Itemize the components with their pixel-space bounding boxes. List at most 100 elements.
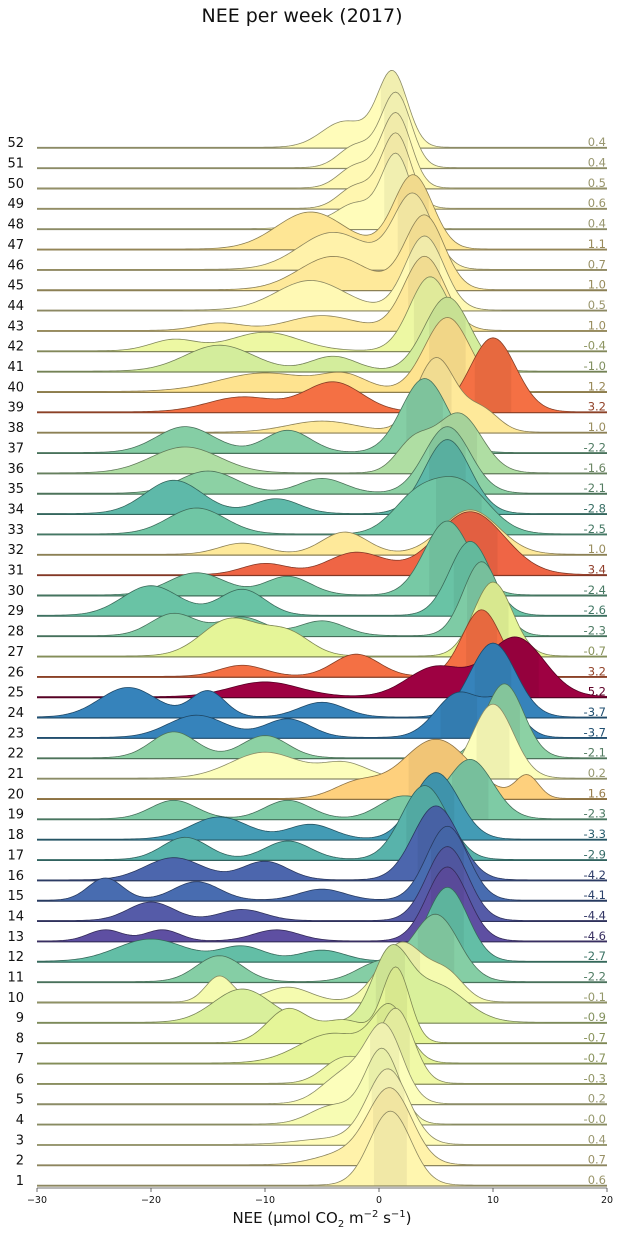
ridge-week-33: 33 -2.5 <box>7 476 607 538</box>
mean-label: -2.9 <box>584 847 606 861</box>
x-tick-label: 20 <box>601 1195 613 1206</box>
mean-label: -4.2 <box>584 868 606 882</box>
ridge-area <box>37 944 607 1024</box>
ridge-outline <box>37 214 607 291</box>
week-label: 46 <box>7 258 24 273</box>
x-tick-label: −20 <box>141 1195 161 1206</box>
week-label: 18 <box>7 828 24 843</box>
mean-label: 0.4 <box>588 217 606 231</box>
week-label: 2 <box>16 1154 24 1169</box>
ridge-area <box>37 378 607 454</box>
x-tick-label: 10 <box>487 1195 499 1206</box>
mean-label: -1.0 <box>584 359 606 373</box>
ridge-outline <box>37 174 607 250</box>
ridge-outline <box>37 235 607 311</box>
ridge-area <box>37 92 607 169</box>
week-label: 14 <box>7 909 24 924</box>
week-label: 42 <box>7 340 24 355</box>
ridge-outline <box>37 276 607 352</box>
mean-label: 0.7 <box>588 257 606 271</box>
ridge-outline <box>37 132 607 209</box>
week-label: 51 <box>7 157 24 172</box>
ridge-area <box>37 112 607 189</box>
ridge-outline <box>37 772 607 840</box>
mean-label: -2.4 <box>584 583 606 597</box>
ridge-area <box>37 785 607 861</box>
week-label: 24 <box>7 706 24 721</box>
ridge-week-1: 1 0.6 <box>16 1110 607 1189</box>
ridge-outline <box>37 738 607 799</box>
week-label: 48 <box>7 218 24 233</box>
ridge-outline <box>37 966 607 1044</box>
ridge-outline <box>37 337 607 413</box>
mean-label: 0.6 <box>588 196 606 210</box>
ridge-outline <box>37 1003 607 1064</box>
week-label: 38 <box>7 421 24 436</box>
ridge-outline <box>37 91 607 169</box>
mean-label: 0.5 <box>588 298 606 312</box>
ridge-outline <box>37 1047 607 1125</box>
ridge-outline <box>37 255 607 331</box>
mean-label: 3.2 <box>588 664 606 678</box>
mean-label: -2.8 <box>584 501 606 515</box>
ridge-outline <box>37 805 607 881</box>
ridge-outline <box>37 540 607 616</box>
mean-label: 0.6 <box>588 1173 606 1187</box>
ridge-week-9: 9 -0.9 <box>16 944 607 1026</box>
ridge-area <box>37 887 607 963</box>
ridge-area <box>37 235 607 311</box>
ridge-outline <box>37 426 607 494</box>
ridge-week-19: 19 -2.3 <box>7 758 607 823</box>
week-label: 1 <box>16 1174 24 1189</box>
week-label: 26 <box>7 665 24 680</box>
mean-label: -2.2 <box>584 440 606 454</box>
week-label: 8 <box>16 1032 24 1047</box>
ridge-week-12: 12 -2.7 <box>7 886 607 965</box>
week-label: 16 <box>7 869 24 884</box>
mean-label: -2.3 <box>584 624 606 638</box>
ridge-outline <box>36 886 607 962</box>
week-label: 50 <box>7 177 24 192</box>
ridge-area <box>37 609 607 678</box>
ridge-week-8: 8 -0.7 <box>16 966 607 1047</box>
ridge-area <box>37 966 607 1044</box>
ridge-area <box>37 1022 607 1105</box>
ridge-outline <box>37 509 607 555</box>
mean-label: 1.1 <box>588 237 606 251</box>
week-label: 45 <box>7 279 24 294</box>
ridge-outline <box>37 758 607 820</box>
week-label: 19 <box>7 808 24 823</box>
ridge-outline <box>37 1022 607 1105</box>
ridge-area <box>37 256 607 332</box>
mean-label: -0.9 <box>584 1010 606 1024</box>
ridge-outline <box>37 1110 607 1186</box>
mean-label: 0.4 <box>588 1132 606 1146</box>
week-label: 23 <box>7 726 24 741</box>
week-label: 6 <box>16 1072 24 1087</box>
week-label: 9 <box>16 1011 24 1026</box>
week-label: 12 <box>7 950 24 965</box>
mean-label: -4.1 <box>584 888 606 902</box>
ridge-iqr-band <box>373 1111 407 1186</box>
week-label: 7 <box>16 1052 24 1067</box>
ridge-area <box>37 941 607 1003</box>
ridge-outline <box>37 683 607 759</box>
week-label: 28 <box>7 625 24 640</box>
ridge-outline <box>37 846 607 921</box>
mean-label: -0.0 <box>584 1112 606 1126</box>
week-label: 31 <box>7 564 24 579</box>
ridge-outline <box>37 192 607 270</box>
mean-label: -2.1 <box>584 481 606 495</box>
week-label: 36 <box>7 462 24 477</box>
ridge-outline <box>37 866 607 942</box>
week-label: 15 <box>7 889 24 904</box>
mean-label: -4.4 <box>584 908 606 922</box>
ridge-area <box>37 914 607 983</box>
ridge-week-15: 15 -4.1 <box>7 825 607 904</box>
ridge-area <box>37 561 607 637</box>
week-label: 17 <box>7 848 24 863</box>
ridge-week-34: 34 -2.8 <box>7 439 607 517</box>
ridge-outline <box>37 1087 607 1166</box>
week-label: 49 <box>7 197 24 212</box>
ridge-area <box>37 70 607 149</box>
